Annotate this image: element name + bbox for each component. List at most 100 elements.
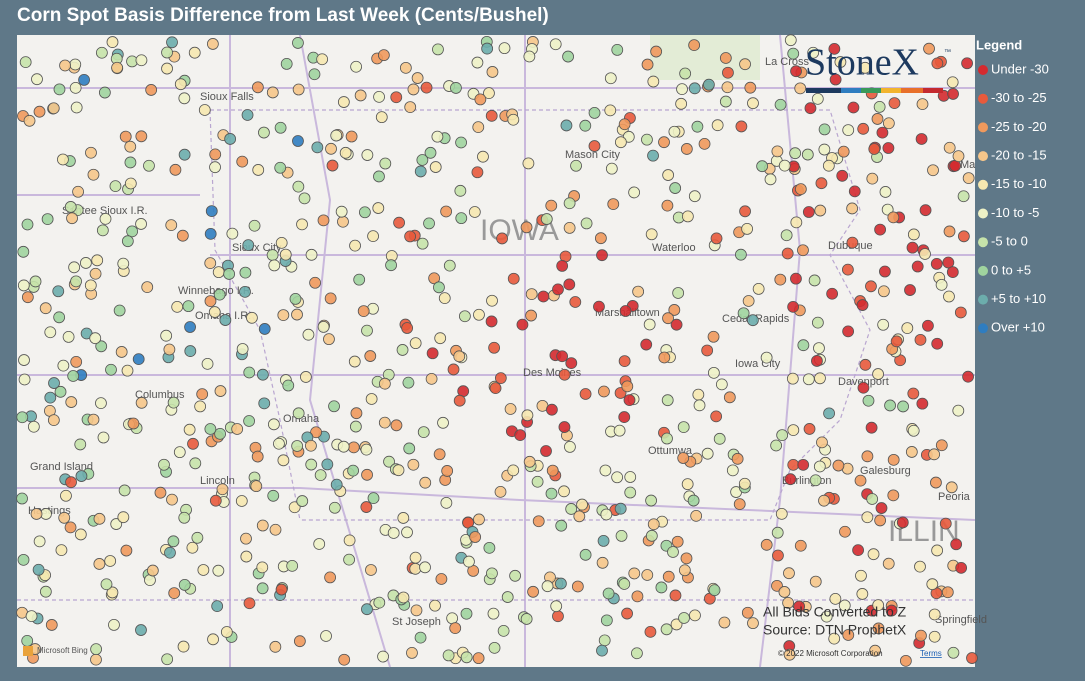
bid-marker <box>57 359 70 372</box>
bid-marker <box>919 248 931 260</box>
bid-marker <box>89 267 102 280</box>
bid-marker <box>268 418 280 431</box>
bid-marker <box>598 385 610 398</box>
bid-marker <box>621 380 634 393</box>
bid-marker <box>326 159 339 172</box>
bid-marker <box>764 173 777 186</box>
bid-marker <box>55 544 68 557</box>
bid-marker <box>930 258 943 270</box>
bid-marker <box>707 330 720 343</box>
terms-link[interactable]: Terms <box>920 649 942 658</box>
bid-marker <box>661 432 673 445</box>
bid-marker <box>681 210 694 223</box>
bid-marker <box>962 172 975 185</box>
bid-marker <box>95 340 108 353</box>
bid-marker <box>173 446 186 459</box>
bid-marker <box>417 426 430 438</box>
bid-marker <box>248 219 261 232</box>
bid-marker <box>214 427 226 440</box>
bid-marker <box>64 201 77 213</box>
bid-marker <box>169 163 182 176</box>
bid-marker <box>794 539 807 552</box>
bid-marker <box>21 218 34 231</box>
bid-marker <box>47 414 60 427</box>
bid-marker <box>292 135 304 147</box>
bid-marker <box>856 299 869 311</box>
bid-marker <box>516 318 529 331</box>
bid-marker <box>385 259 397 272</box>
bid-marker <box>668 304 681 316</box>
bid-marker <box>675 97 688 110</box>
bid-marker <box>104 555 117 567</box>
bid-marker <box>723 391 736 404</box>
bid-marker <box>29 275 42 288</box>
bid-marker <box>310 426 322 439</box>
place-label: Sioux Falls <box>200 91 254 103</box>
bid-marker <box>84 279 97 292</box>
bid-marker <box>127 417 140 430</box>
bid-marker <box>669 182 682 194</box>
bid-marker <box>919 204 932 217</box>
bid-marker <box>661 199 674 212</box>
bid-marker <box>618 578 631 590</box>
bid-marker <box>246 311 258 324</box>
bid-marker <box>814 204 827 217</box>
bid-marker <box>277 309 290 321</box>
bid-marker <box>579 548 592 561</box>
bid-marker <box>361 603 373 616</box>
legend-swatch <box>978 294 988 305</box>
bid-marker <box>191 531 204 544</box>
bid-marker <box>760 538 773 551</box>
bid-marker <box>855 569 867 582</box>
bid-marker <box>292 407 305 420</box>
bid-marker <box>166 493 178 506</box>
bid-marker <box>887 489 900 502</box>
bid-marker <box>741 223 754 235</box>
bid-marker <box>950 538 963 551</box>
bid-marker <box>174 78 187 91</box>
bid-marker <box>214 385 227 397</box>
bid-marker <box>941 586 954 599</box>
bid-marker <box>289 292 302 305</box>
bid-marker <box>600 508 613 521</box>
bid-marker <box>447 363 460 376</box>
bid-marker <box>121 364 134 377</box>
bid-marker <box>645 529 658 542</box>
bid-marker <box>213 288 226 301</box>
bid-marker <box>836 169 849 182</box>
bid-marker <box>680 552 693 565</box>
bid-marker <box>911 260 924 273</box>
bid-marker <box>166 36 178 49</box>
bid-marker <box>275 583 288 596</box>
bid-marker <box>711 119 724 132</box>
bid-marker <box>378 377 391 390</box>
bid-marker <box>373 90 385 103</box>
bid-marker <box>922 319 934 332</box>
bid-marker <box>618 118 631 131</box>
bid-marker <box>409 337 422 350</box>
bid-marker <box>201 357 214 370</box>
bid-marker <box>790 65 802 78</box>
bid-marker <box>865 421 878 434</box>
place-label: Peoria <box>938 491 971 503</box>
bid-marker <box>737 307 750 320</box>
bid-marker <box>338 653 351 666</box>
bid-marker <box>419 561 431 574</box>
bid-marker <box>414 631 427 644</box>
bid-marker <box>668 125 681 138</box>
bid-marker <box>337 440 350 453</box>
bid-marker <box>269 523 282 536</box>
bid-marker <box>27 420 40 433</box>
bid-marker <box>337 96 350 108</box>
bid-marker <box>365 393 378 405</box>
bid-marker <box>520 221 533 234</box>
bid-marker <box>742 295 755 307</box>
bid-marker <box>65 396 78 408</box>
bid-marker <box>569 296 582 308</box>
bid-marker <box>343 534 356 547</box>
bid-marker <box>401 526 413 539</box>
bid-marker <box>324 292 337 305</box>
bid-marker <box>277 454 290 467</box>
bid-marker <box>343 553 355 566</box>
bid-marker <box>274 161 287 174</box>
